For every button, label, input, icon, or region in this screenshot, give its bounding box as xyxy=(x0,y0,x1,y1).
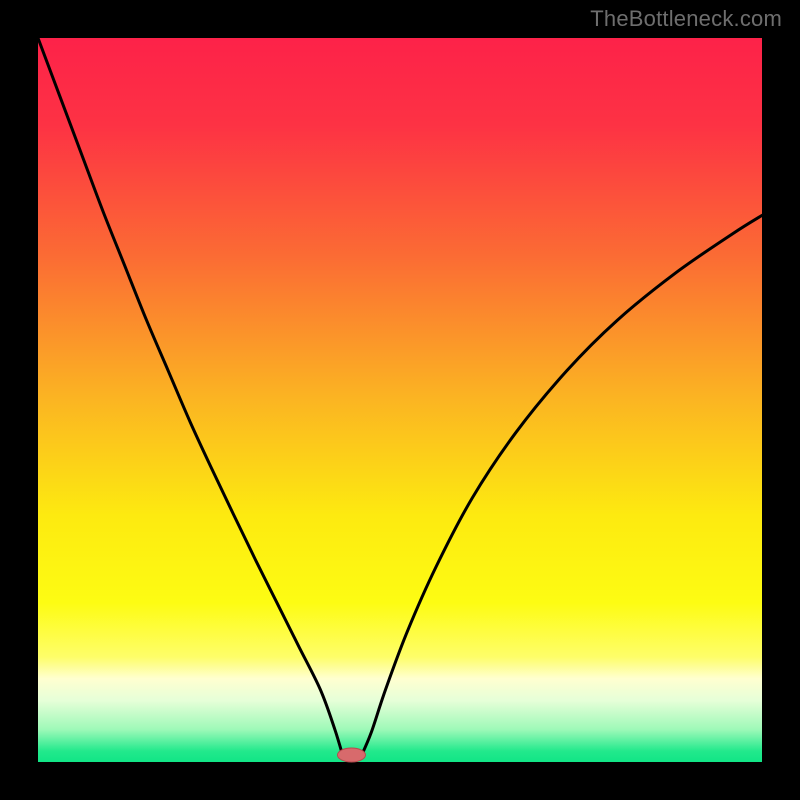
bottleneck-marker xyxy=(337,748,365,762)
watermark-text: TheBottleneck.com xyxy=(590,6,782,32)
bottleneck-chart-svg xyxy=(0,0,800,800)
chart-stage: TheBottleneck.com xyxy=(0,0,800,800)
